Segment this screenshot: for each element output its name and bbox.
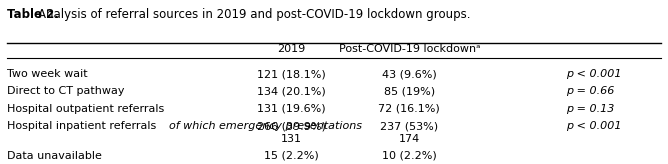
Text: 2019: 2019 xyxy=(277,44,305,54)
Text: Direct to CT pathway: Direct to CT pathway xyxy=(7,86,124,96)
Text: 134 (20.1%): 134 (20.1%) xyxy=(257,86,326,96)
Text: Data unavailable: Data unavailable xyxy=(7,151,102,161)
Text: 174: 174 xyxy=(399,134,420,144)
Text: Post-COVID-19 lockdownᵃ: Post-COVID-19 lockdownᵃ xyxy=(339,44,480,54)
Text: 85 (19%): 85 (19%) xyxy=(383,86,435,96)
Text: p = 0.13: p = 0.13 xyxy=(566,104,615,114)
Text: 121 (18.1%): 121 (18.1%) xyxy=(257,69,326,79)
Text: of which emergency presentations: of which emergency presentations xyxy=(169,121,362,131)
Text: p < 0.001: p < 0.001 xyxy=(566,121,622,131)
Text: p = 0.66: p = 0.66 xyxy=(566,86,615,96)
Text: 10 (2.2%): 10 (2.2%) xyxy=(382,151,437,161)
Text: Two week wait: Two week wait xyxy=(7,69,88,79)
Text: 43 (9.6%): 43 (9.6%) xyxy=(382,69,437,79)
Text: Hospital outpatient referrals: Hospital outpatient referrals xyxy=(7,104,164,114)
Text: 15 (2.2%): 15 (2.2%) xyxy=(264,151,319,161)
Text: 72 (16.1%): 72 (16.1%) xyxy=(378,104,440,114)
Text: 131: 131 xyxy=(281,134,302,144)
Text: 266 (39.9%): 266 (39.9%) xyxy=(257,121,326,131)
Text: Table 2.: Table 2. xyxy=(7,8,59,21)
Text: 237 (53%): 237 (53%) xyxy=(380,121,438,131)
Text: Analysis of referral sources in 2019 and post-COVID-19 lockdown groups.: Analysis of referral sources in 2019 and… xyxy=(38,8,470,21)
Text: 131 (19.6%): 131 (19.6%) xyxy=(257,104,326,114)
Text: Hospital inpatient referrals: Hospital inpatient referrals xyxy=(7,121,160,131)
Text: p < 0.001: p < 0.001 xyxy=(566,69,622,79)
